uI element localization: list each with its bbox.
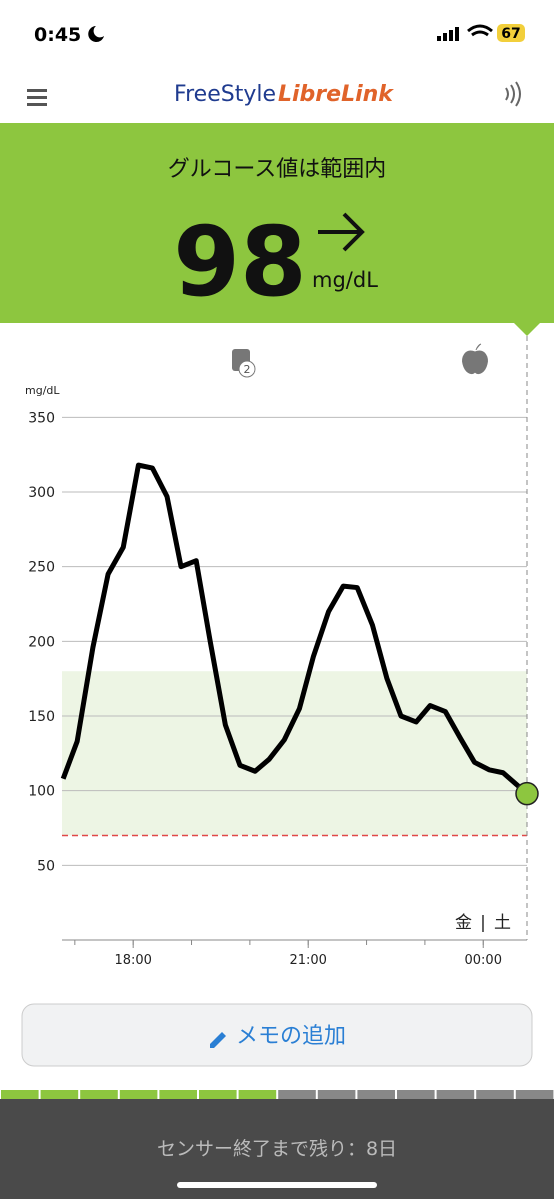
y-tick-label: 100: [28, 784, 55, 800]
progress-segment: [199, 1090, 237, 1099]
progress-segment: [119, 1090, 158, 1099]
progress-segment: [357, 1090, 395, 1099]
current-reading: [515, 781, 539, 806]
add-note-label[interactable]: メモの追加: [236, 1024, 346, 1049]
wifi-icon: [467, 24, 493, 37]
signal-icon: [437, 27, 459, 41]
y-tick-label: 250: [28, 560, 55, 576]
trend-arrow: [318, 212, 365, 252]
scan-icon[interactable]: [505, 81, 521, 107]
sensor-remaining: センサー終了まで残り：8日: [157, 1138, 397, 1160]
food-icon[interactable]: [462, 343, 488, 375]
status-banner: [0, 123, 554, 323]
battery-level: 67: [501, 26, 520, 42]
moon-icon: [88, 26, 104, 42]
menu-button[interactable]: [27, 89, 47, 106]
glucose-value: 98: [173, 206, 307, 318]
x-tick-label: 00:00: [465, 953, 502, 968]
product-name: LibreLink: [278, 82, 394, 107]
progress-segment: [40, 1090, 79, 1099]
y-tick-label: 350: [28, 410, 55, 426]
home-indicator: [177, 1182, 377, 1188]
progress-segment: [436, 1090, 475, 1099]
glucose-chart: mg/dL 50 100 150 200 250 300 350 18:00 21:00 00:00…: [25, 336, 539, 968]
glucose-unit: mg/dL: [312, 268, 378, 292]
note-count: 2: [244, 363, 251, 376]
day-label: 土: [494, 913, 511, 933]
brand-name: FreeStyle: [174, 82, 276, 107]
progress-segment: [238, 1090, 277, 1099]
progress-segment: [80, 1090, 118, 1099]
y-tick-label: 300: [28, 485, 55, 501]
x-tick-label: 18:00: [114, 953, 151, 968]
x-tick-label: 21:00: [289, 953, 326, 968]
status-message: グルコース値は範囲内: [168, 157, 386, 182]
battery-icon: [497, 24, 525, 42]
progress-segment: [1, 1090, 39, 1099]
progress-segment: [317, 1090, 356, 1099]
target-range: [62, 671, 527, 836]
progress-segment: [397, 1090, 435, 1099]
progress-segment: [476, 1090, 514, 1099]
progress-segment: [278, 1090, 316, 1099]
day-separator: |: [480, 913, 486, 933]
y-tick-label: 200: [28, 634, 55, 650]
y-axis-label: mg/dL: [25, 384, 60, 397]
y-tick-label: 50: [37, 858, 55, 874]
clock: 0:45: [34, 24, 81, 46]
progress-segment: [515, 1090, 554, 1099]
sensor-progress: [1, 1090, 554, 1099]
day-label: 金: [455, 913, 472, 933]
add-note-button[interactable]: [21, 1003, 533, 1067]
note-badge: [238, 360, 256, 378]
pencil-icon: [210, 1032, 226, 1048]
banner-pointer: [514, 323, 540, 336]
glucose-line: [60, 462, 529, 796]
progress-segment: [159, 1090, 197, 1099]
y-tick-label: 150: [28, 709, 55, 725]
